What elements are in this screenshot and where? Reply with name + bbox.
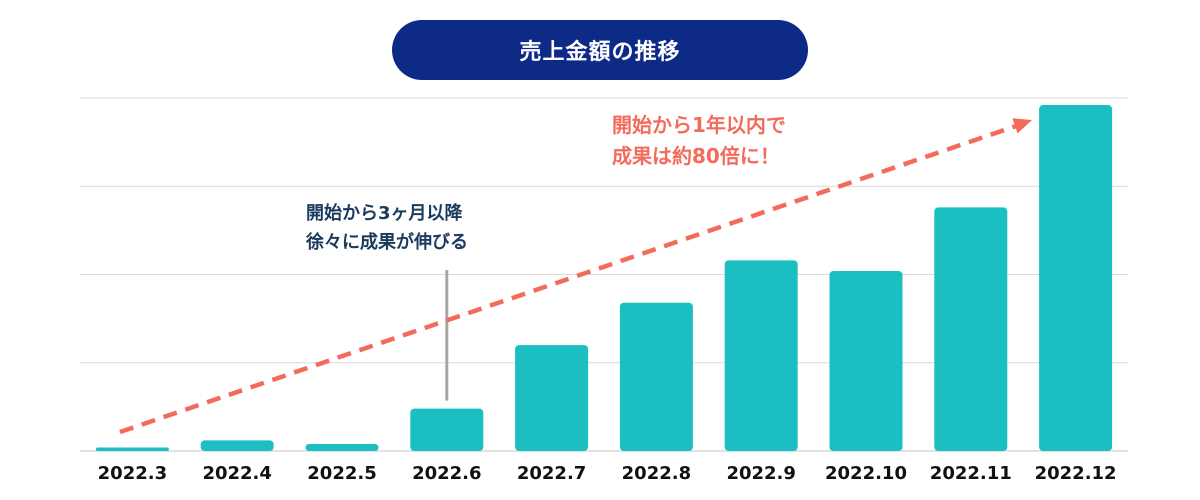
x-tick-label: 2022.11 [930,463,1012,484]
x-tick-label: 2022.7 [517,463,586,484]
annotation-mid-line2: 徐々に成果が伸びる [306,231,468,253]
bars [95,105,1113,451]
trend-arrow [119,118,1032,435]
bar-2022.7 [515,345,589,451]
annotation-top: 開始から1年以内で 成果は約80倍に！ [612,110,786,172]
annotation-top-line2: 成果は約80倍に！ [612,144,780,168]
bar-2022.9 [724,260,798,451]
x-tick-label: 2022.5 [307,463,376,484]
bar-2022.3 [95,447,169,451]
x-tick-label: 2022.10 [825,463,907,484]
trend-arrow-line [119,121,1023,435]
bar-2022.8 [619,302,693,451]
x-tick-label: 2022.8 [622,463,691,484]
bar-2022.5 [305,443,379,451]
x-tick-label: 2022.4 [202,463,271,484]
annotation-mid-line1: 開始から3ヶ月以降 [306,203,463,224]
bar-2022.11 [934,207,1008,451]
x-tick-labels: 2022.3 2022.4 2022.5 2022.6 2022.7 2022.8 2022… [98,463,1117,484]
annotation-top-line1: 開始から1年以内で [612,113,786,137]
bar-2022.4 [200,440,274,451]
bar-2022.6 [410,408,484,451]
chart-title: 売上金額の推移 [392,20,808,80]
bar-2022.12 [1039,105,1113,451]
annotation-mid: 開始から3ヶ月以降 徐々に成果が伸びる [306,200,468,258]
x-tick-label: 2022.6 [412,463,481,484]
bar-2022.10 [829,270,903,451]
trend-arrow-head [1012,118,1032,134]
x-tick-label: 2022.12 [1035,463,1117,484]
x-tick-label: 2022.3 [98,463,167,484]
x-tick-label: 2022.9 [726,463,795,484]
